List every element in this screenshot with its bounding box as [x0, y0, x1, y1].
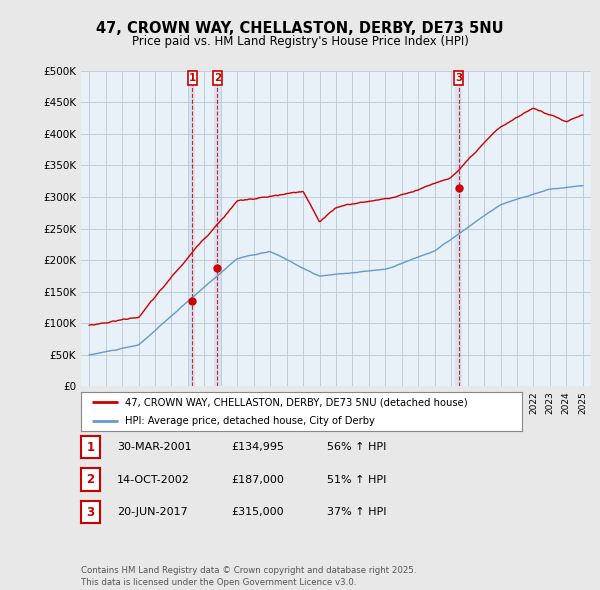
- Text: 3: 3: [86, 506, 95, 519]
- Text: 3: 3: [455, 73, 463, 83]
- Bar: [214, 71, 221, 386]
- Text: £315,000: £315,000: [231, 507, 284, 517]
- Text: 2: 2: [86, 473, 95, 486]
- Text: Price paid vs. HM Land Registry's House Price Index (HPI): Price paid vs. HM Land Registry's House …: [131, 35, 469, 48]
- Text: 14-OCT-2002: 14-OCT-2002: [117, 475, 190, 484]
- Bar: [455, 71, 462, 386]
- Text: 1: 1: [86, 441, 95, 454]
- Text: 20-JUN-2017: 20-JUN-2017: [117, 507, 188, 517]
- Text: 2: 2: [214, 73, 221, 83]
- Bar: [454, 71, 463, 86]
- Text: Contains HM Land Registry data © Crown copyright and database right 2025.
This d: Contains HM Land Registry data © Crown c…: [81, 566, 416, 587]
- Bar: [188, 71, 197, 86]
- Text: £187,000: £187,000: [231, 475, 284, 484]
- Bar: [189, 71, 196, 386]
- Text: 1: 1: [188, 73, 196, 83]
- Text: HPI: Average price, detached house, City of Derby: HPI: Average price, detached house, City…: [125, 416, 375, 426]
- Text: 37% ↑ HPI: 37% ↑ HPI: [327, 507, 386, 517]
- Bar: [213, 71, 222, 86]
- Text: 51% ↑ HPI: 51% ↑ HPI: [327, 475, 386, 484]
- Text: 47, CROWN WAY, CHELLASTON, DERBY, DE73 5NU (detached house): 47, CROWN WAY, CHELLASTON, DERBY, DE73 5…: [125, 397, 468, 407]
- Text: 30-MAR-2001: 30-MAR-2001: [117, 442, 191, 452]
- Text: £134,995: £134,995: [231, 442, 284, 452]
- Text: 47, CROWN WAY, CHELLASTON, DERBY, DE73 5NU: 47, CROWN WAY, CHELLASTON, DERBY, DE73 5…: [96, 21, 504, 35]
- Text: 56% ↑ HPI: 56% ↑ HPI: [327, 442, 386, 452]
